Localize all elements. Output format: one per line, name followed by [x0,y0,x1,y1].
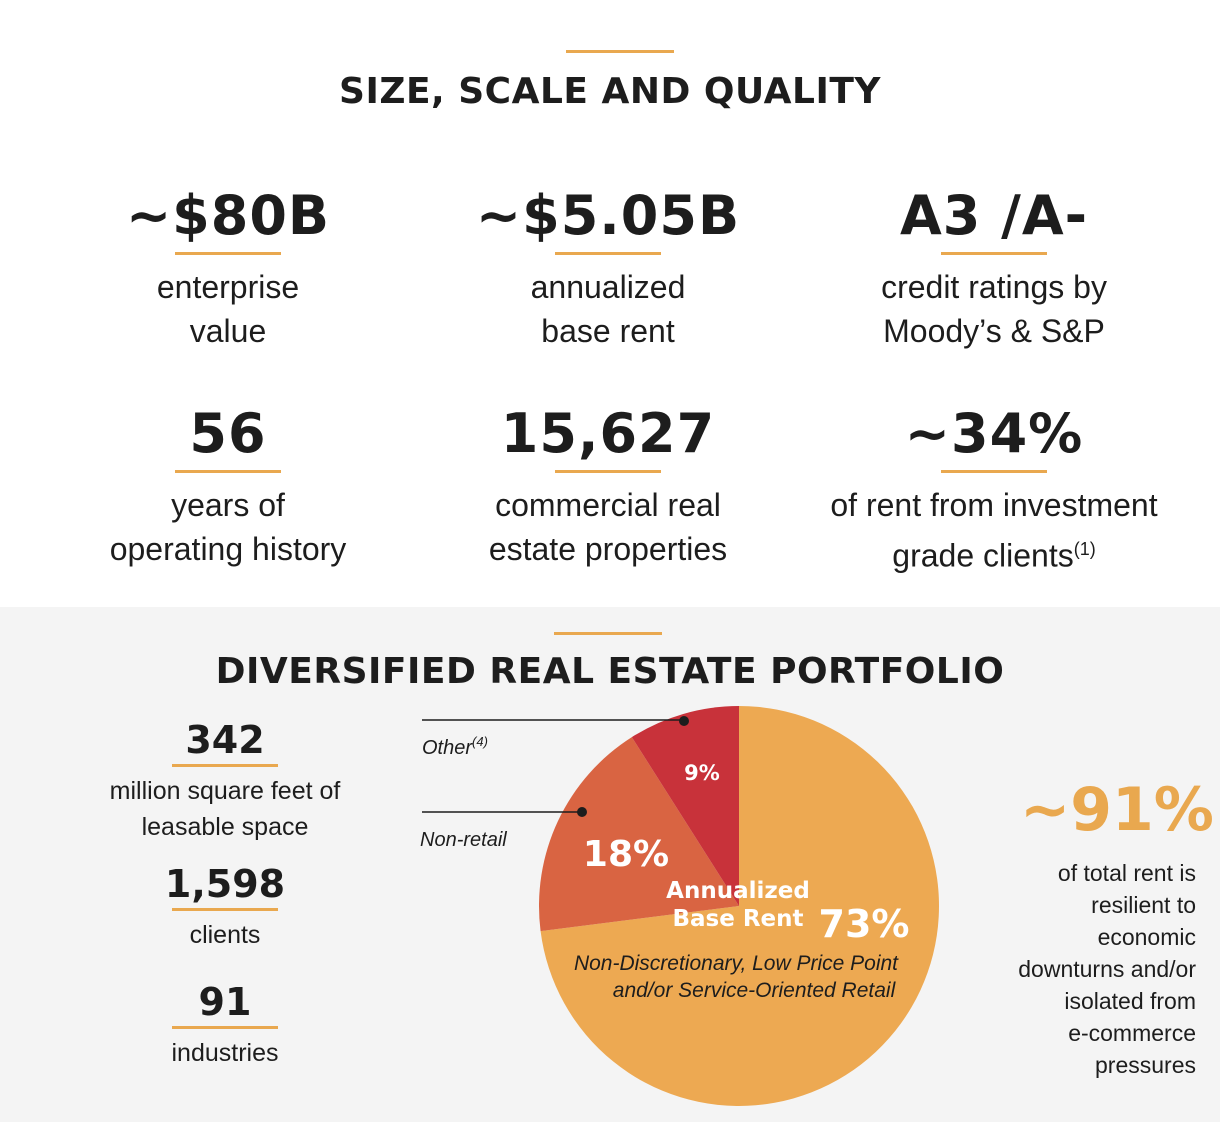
stat-description: commercial real estate properties [418,483,798,571]
stat-description-line: operating history [109,531,347,567]
title-accent-rule [554,632,662,635]
stat-description-line: estate properties [488,531,728,567]
stat-value: 342 [185,718,265,762]
stat-accent-rule [175,252,281,255]
stat-value: 15,627 [500,402,716,465]
stat-description-line: leasable space [141,813,309,841]
stat-description-line: million square feet of [109,777,341,805]
description-line: downturns and/or [1018,956,1196,982]
stat-description-line: industries [171,1039,279,1067]
stat-description-text: grade clients [892,537,1074,574]
stat-credit-ratings: A3 /A- credit ratings by Moody’s & S&P [804,184,1184,353]
stat-description: clients [70,917,380,953]
stat-value: 91 [198,980,252,1024]
stat-description-line: Moody’s & S&P [883,313,1105,349]
stat-description: annualized base rent [418,265,798,353]
section-title-size: SIZE, SCALE AND QUALITY [339,71,881,112]
footnote-marker: (1) [1073,539,1096,559]
stat-properties: 15,627 commercial real estate properties [418,402,798,571]
stat-value: 56 [189,402,267,465]
stat-value: 1,598 [164,862,286,906]
resilient-rent-description: of total rent is resilient to economic d… [956,857,1196,1081]
stat-description-line: credit ratings by [881,269,1107,305]
stat-description: years of operating history [38,483,418,571]
stat-annualized-base-rent: ~$5.05B annualized base rent [418,184,798,353]
stat-square-feet: 342 million square feet of leasable spac… [70,718,380,845]
description-line: isolated from [1064,988,1196,1014]
description-line: economic [1097,924,1196,950]
stat-value: ~34% [904,402,1084,465]
stat-description-line: of rent from investment [830,487,1158,523]
stat-accent-rule [555,470,661,473]
stat-accent-rule [172,764,278,767]
stat-operating-history: 56 years of operating history [38,402,418,571]
stat-description: industries [70,1035,380,1071]
stat-description-line: value [189,313,267,349]
stat-investment-grade: ~34% of rent from investment grade clien… [804,402,1184,578]
stat-clients: 1,598 clients [70,862,380,953]
stat-description: million square feet of leasable space [70,773,380,845]
stat-description-line: grade clients(1) [804,527,1184,578]
stat-accent-rule [941,470,1047,473]
section-title-portfolio: DIVERSIFIED REAL ESTATE PORTFOLIO [215,651,1005,692]
stat-value: A3 /A- [899,184,1089,247]
stat-accent-rule [555,252,661,255]
stat-value: ~$80B [125,184,331,247]
stat-accent-rule [172,908,278,911]
stat-description-line: enterprise [156,269,300,305]
description-line: of total rent is [1057,860,1196,886]
size-scale-quality-section [0,0,1220,607]
description-line: resilient to [1091,892,1196,918]
stat-description-line: years of [171,487,285,523]
stat-description: enterprise value [38,265,418,353]
stat-description-line: annualized [530,269,686,305]
stat-description-line: base rent [541,313,675,349]
stat-accent-rule [941,252,1047,255]
stat-description-line: commercial real [495,487,721,523]
title-accent-rule [566,50,674,53]
stat-accent-rule [172,1026,278,1029]
stat-accent-rule [175,470,281,473]
stat-value: ~$5.05B [475,184,741,247]
description-line: e-commerce [1068,1020,1196,1046]
description-line: pressures [1095,1052,1196,1078]
stat-description: of rent from investment grade clients(1) [804,483,1184,578]
stat-industries: 91 industries [70,980,380,1071]
stat-description-line: clients [189,921,261,949]
resilient-rent-value: ~91% [1020,775,1214,845]
stat-description: credit ratings by Moody’s & S&P [804,265,1184,353]
stat-enterprise-value: ~$80B enterprise value [38,184,418,353]
